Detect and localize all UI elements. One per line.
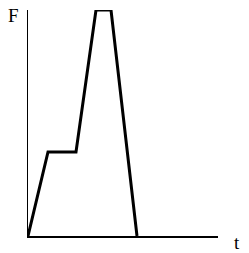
svg-text:t: t bbox=[234, 232, 240, 253]
svg-text:F: F bbox=[8, 5, 19, 26]
